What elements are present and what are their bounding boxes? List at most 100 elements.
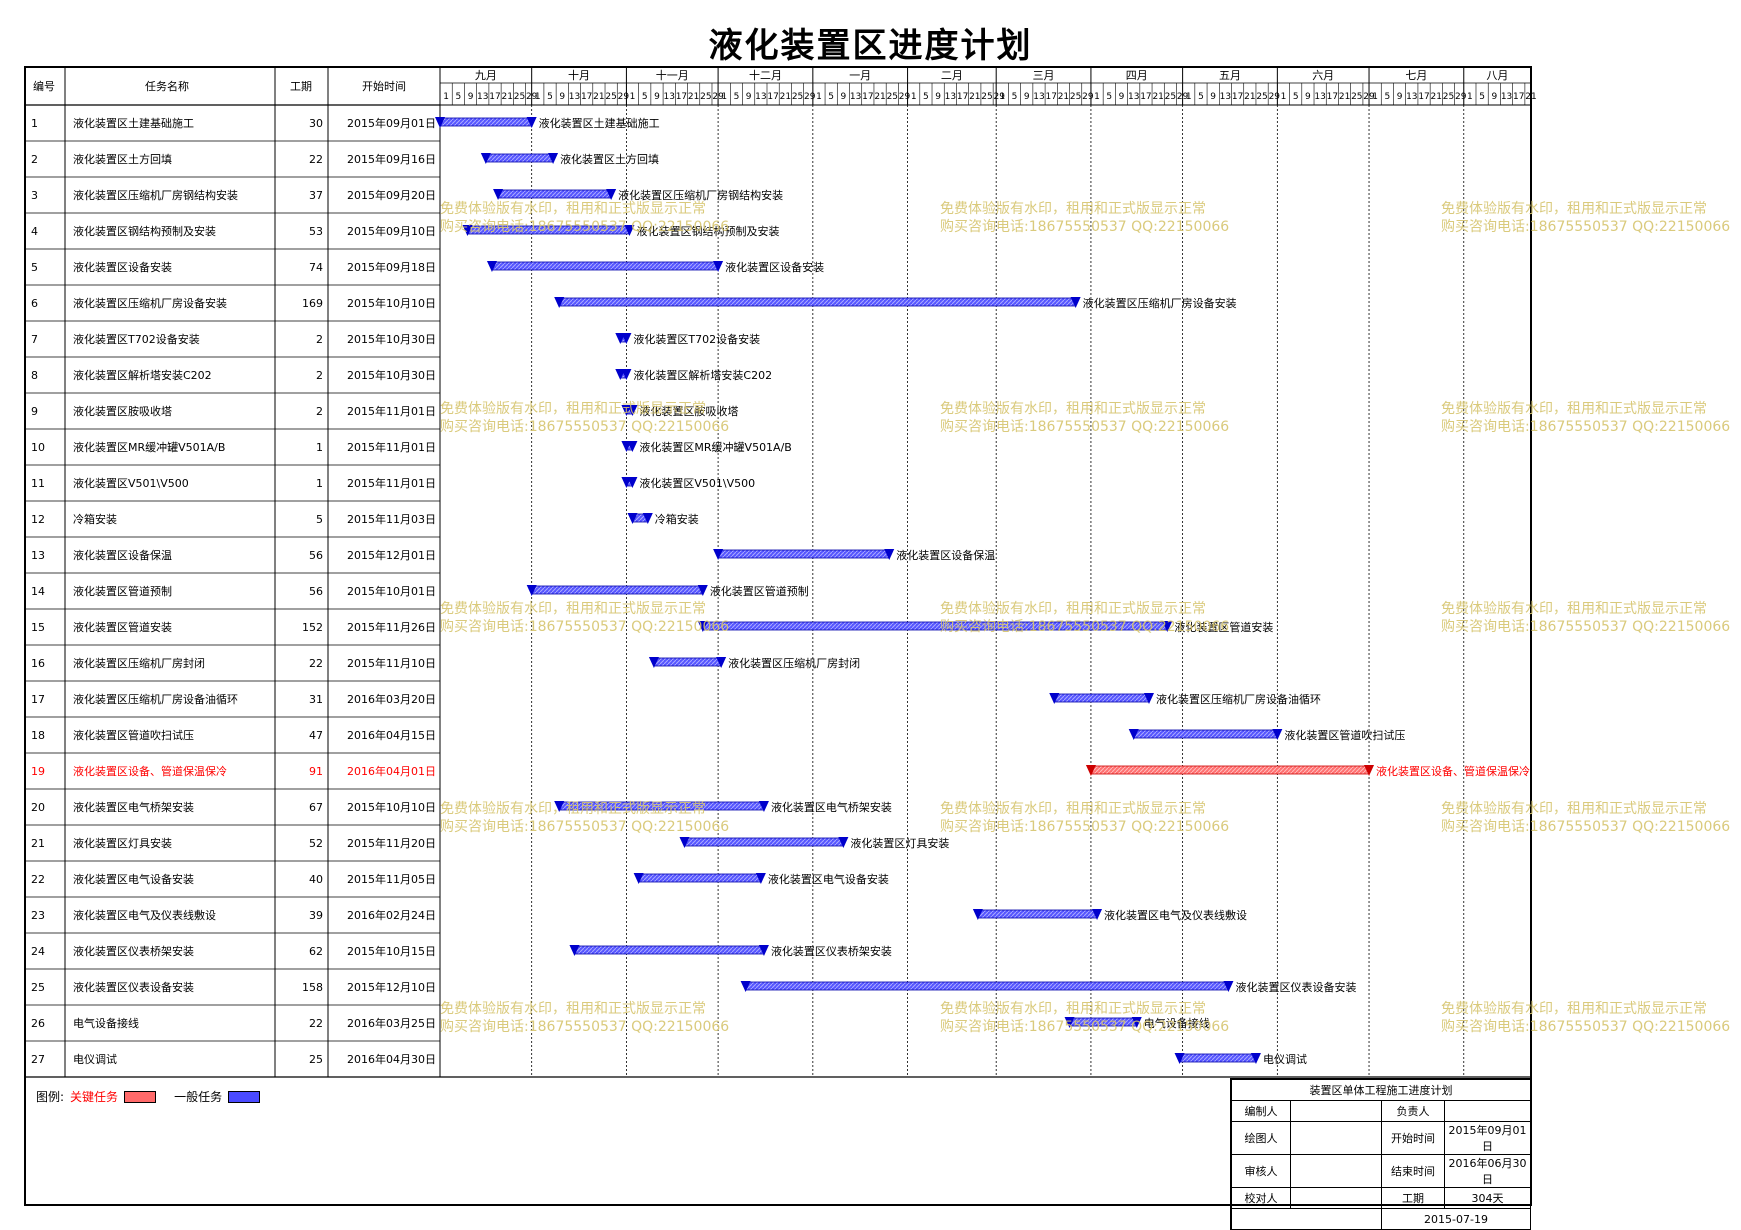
gantt-bar-rect [439,117,533,127]
bar-label: 液化装置区电气及仪表线敷设 [1104,908,1247,922]
day-label: 13 [1033,92,1044,102]
day-label: 17 [1418,92,1429,102]
titleblock-label: 编制人 [1231,1100,1291,1122]
task-duration: 22 [309,153,323,166]
task-duration: 1 [316,477,323,490]
bar-end-marker [621,333,632,344]
gantt-bar: 液化装置区管道吹扫试压 [1128,728,1405,742]
task-start: 2015年10月10日 [347,296,436,310]
day-label: 5 [455,92,461,102]
task-start: 2015年11月20日 [347,836,436,850]
day-label: 21 [593,92,604,102]
bar-end-marker [627,477,638,488]
task-name: 液化装置区土建基础施工 [73,116,194,130]
task-name: 液化装置区压缩机厂房设备油循环 [73,692,238,706]
task-start: 2015年09月20日 [347,188,436,202]
day-label: 5 [1384,92,1390,102]
day-label: 21 [1431,92,1442,102]
task-name: 液化装置区设备安装 [73,260,172,274]
task-start: 2016年04月15日 [347,728,436,742]
task-id: 11 [31,477,45,490]
task-duration: 2 [316,333,323,346]
bar-start-marker [480,153,491,164]
legend-general-label: 一般任务 [174,1090,223,1104]
day-label: 29 [1269,92,1281,102]
bar-start-marker [1085,765,1096,776]
task-duration: 1 [316,441,323,454]
gantt-bar: 电仪调试 [1174,1053,1307,1066]
day-label: 5 [1293,92,1299,102]
bar-label: 液化装置区电气设备安装 [768,872,889,886]
task-start: 2015年09月16日 [347,152,436,166]
task-name: 液化装置区压缩机厂房钢结构安装 [73,188,238,202]
task-start: 2015年09月10日 [347,224,436,238]
bar-start-marker [1064,1017,1075,1028]
gantt-bar: 液化装置区电气桥架安装 [554,800,892,814]
month-label: 十一月 [656,68,689,82]
bar-start-marker [493,189,504,200]
bar-label: 液化装置区仪表设备安装 [1235,980,1356,994]
task-duration: 152 [302,621,323,634]
legend-critical-label: 关键任务 [70,1090,119,1104]
task-start: 2015年11月01日 [347,440,436,454]
task-id: 2 [31,153,38,166]
day-label: 21 [1339,92,1350,102]
bar-label: 液化装置区压缩机厂房设备油循环 [1156,692,1321,706]
day-label: 17 [1327,92,1338,102]
task-start: 2015年11月26日 [347,620,436,634]
day-label: 5 [923,92,929,102]
bar-end-marker [624,225,635,236]
titleblock-label: 审核人 [1231,1154,1291,1188]
gantt-frame [24,66,1532,1206]
bar-start-marker [713,549,724,560]
gantt-bar: 液化装置区设备保温 [713,548,995,562]
task-start: 2015年11月05日 [347,872,436,886]
gantt-bar: 液化装置区土建基础施工 [435,116,660,130]
gantt-bar-rect [485,153,554,163]
gantt-bar: 液化装置区压缩机厂房设备安装 [554,296,1237,310]
month-label: 八月 [1486,69,1508,82]
task-name: 液化装置区钢结构预制及安装 [73,224,216,238]
task-name: 电仪调试 [73,1053,117,1066]
task-start: 2015年10月30日 [347,332,436,346]
day-label: 13 [1128,92,1139,102]
legend-critical-swatch [124,1090,157,1103]
day-label: 9 [468,92,474,102]
bar-end-marker [1131,1017,1142,1028]
gantt-bar-rect [702,621,1168,631]
day-label: 17 [581,92,592,102]
bar-label: 液化装置区设备保温 [896,548,995,562]
day-label: 21 [874,92,885,102]
day-label: 25 [700,92,711,102]
bar-label: 液化装置区V501\V500 [639,476,755,490]
bar-start-marker [679,837,690,848]
task-name: 液化装置区管道安装 [73,620,172,634]
task-id: 14 [31,585,45,598]
bar-start-marker [526,585,537,596]
titleblock-label: 负责人 [1381,1100,1445,1122]
bar-start-marker [697,621,708,632]
bar-end-marker [526,117,537,128]
title-block: 装置区单体工程施工进度计划 编制人 负责人 绘图人 开始时间 2015年09月0… [1230,1078,1531,1230]
month-label: 十月 [568,68,590,82]
day-label: 29 [1082,92,1094,102]
bar-label: 液化装置区压缩机厂房封闭 [728,656,860,670]
bar-label: 液化装置区解析塔安装C202 [633,368,772,382]
bar-label: 电仪调试 [1263,1053,1307,1066]
task-duration: 2 [316,369,323,382]
bar-label: 液化装置区钢结构预制及安装 [636,224,779,238]
task-start: 2016年02月24日 [347,908,436,922]
task-id: 5 [31,261,38,274]
task-duration: 5 [316,513,323,526]
bar-start-marker [486,261,497,272]
task-start: 2015年12月10日 [347,980,436,994]
task-name: 液化装置区电气桥架安装 [73,800,194,814]
day-label: 17 [1513,92,1524,102]
task-duration: 67 [309,801,323,814]
month-label: 七月 [1405,69,1427,82]
task-name: 液化装置区灯具安装 [73,836,172,850]
task-duration: 62 [309,945,323,958]
day-label: 1 [911,92,917,102]
day-label: 25 [605,92,616,102]
day-label: 21 [780,92,791,102]
